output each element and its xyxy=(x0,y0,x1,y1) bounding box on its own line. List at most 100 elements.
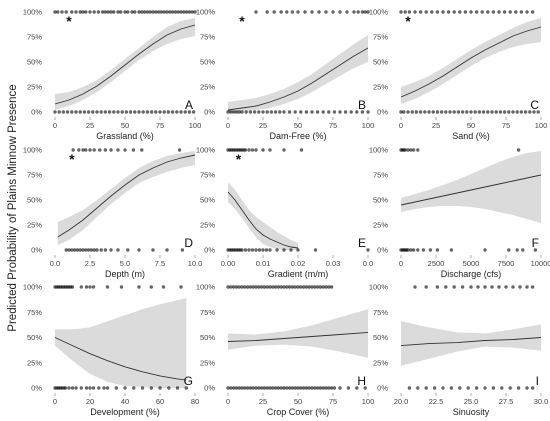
absence-point xyxy=(245,386,250,390)
absence-point xyxy=(63,386,68,390)
presence-point xyxy=(81,148,85,152)
presence-point xyxy=(413,10,417,14)
presence-point xyxy=(296,285,300,289)
presence-point xyxy=(123,10,127,14)
presence-point xyxy=(257,285,261,289)
absence-point xyxy=(515,248,519,252)
presence-point xyxy=(179,10,183,14)
presence-point xyxy=(131,148,136,152)
presence-point xyxy=(177,148,182,152)
absence-point xyxy=(141,110,145,114)
absence-point xyxy=(409,248,413,252)
absence-point xyxy=(406,248,410,252)
presence-point xyxy=(254,148,258,152)
absence-point xyxy=(507,110,511,114)
x-axis-label: Depth (m) xyxy=(105,269,145,279)
presence-point xyxy=(133,10,137,14)
presence-point xyxy=(279,285,283,289)
absence-point xyxy=(338,110,342,114)
presence-point xyxy=(176,10,180,14)
x-tick-label: 100 xyxy=(189,121,202,130)
panel-e: 0% 25% 50% 75% 100% 0.00 0.01 0.02 0.03 0.0 Gradie… xyxy=(196,146,373,279)
absence-point xyxy=(72,248,77,252)
absence-point xyxy=(324,386,328,390)
presence-point xyxy=(469,10,473,14)
presence-point xyxy=(324,10,328,14)
presence-point xyxy=(179,285,183,289)
presence-point xyxy=(265,10,269,14)
presence-point xyxy=(299,148,304,152)
absence-point xyxy=(231,110,236,114)
fitted-line xyxy=(227,191,299,249)
presence-point xyxy=(64,10,68,14)
absence-point xyxy=(78,248,82,252)
x-tick-label: 10000 xyxy=(531,259,550,268)
absence-point xyxy=(435,110,440,114)
absence-point xyxy=(229,386,233,390)
presence-point xyxy=(460,285,465,289)
absence-point xyxy=(158,386,162,390)
absence-point xyxy=(74,386,78,390)
presence-point xyxy=(103,10,108,14)
absence-point xyxy=(424,386,428,390)
absence-point xyxy=(530,386,535,390)
absence-point xyxy=(70,248,74,252)
absence-point xyxy=(84,386,89,390)
presence-point xyxy=(304,285,309,289)
absence-point xyxy=(158,110,162,114)
absence-point xyxy=(114,386,119,390)
presence-point xyxy=(92,10,96,14)
presence-point xyxy=(251,285,255,289)
absence-point xyxy=(282,110,286,114)
presence-point xyxy=(243,148,248,152)
absence-point xyxy=(432,386,437,390)
x-tick-label: 75 xyxy=(329,121,337,130)
presence-point xyxy=(352,10,356,14)
presence-point xyxy=(119,285,124,289)
absence-point xyxy=(67,248,71,252)
fitted-line xyxy=(400,337,542,347)
presence-point xyxy=(56,10,60,14)
panel-letter: D xyxy=(184,236,193,250)
presence-point xyxy=(530,10,535,14)
absence-point xyxy=(427,110,431,114)
presence-point xyxy=(84,10,88,14)
absence-point xyxy=(107,110,112,114)
presence-point xyxy=(452,285,456,289)
presence-point xyxy=(170,10,175,14)
x-axis-label: Crop Cover (%) xyxy=(267,407,330,417)
y-tick-label: 100% xyxy=(369,8,389,17)
presence-point xyxy=(525,285,529,289)
y-tick-label: 50% xyxy=(200,58,215,67)
absence-point xyxy=(511,110,515,114)
y-tick-label: 0% xyxy=(204,384,215,393)
presence-point xyxy=(168,10,172,14)
presence-point xyxy=(486,10,490,14)
presence-point xyxy=(248,285,253,289)
absence-point xyxy=(533,248,538,252)
absence-point xyxy=(240,248,244,252)
absence-point xyxy=(103,248,108,252)
absence-point xyxy=(162,110,166,114)
x-tick-label: 5.0 xyxy=(120,259,130,268)
presence-point xyxy=(296,10,300,14)
y-axis-label: Predicted Probability of Plains Minnow P… xyxy=(7,84,19,331)
absence-point xyxy=(229,110,233,114)
presence-point xyxy=(77,148,81,152)
presence-point xyxy=(268,285,272,289)
x-tick-label: 0.02 xyxy=(291,259,306,268)
panel-g: 0% 25% 50% 75% 100% 0 20 40 60 80 Development (%) G xyxy=(23,283,199,417)
y-tick-label: 75% xyxy=(200,308,215,317)
x-tick-label: 30.0 xyxy=(534,397,549,406)
y-tick-label: 50% xyxy=(373,196,388,205)
confidence-band xyxy=(401,151,541,223)
presence-point xyxy=(173,10,178,14)
fitted-line xyxy=(54,337,187,381)
absence-point xyxy=(332,386,337,390)
absence-point xyxy=(299,110,303,114)
presence-point xyxy=(182,10,186,14)
presence-point xyxy=(416,148,420,152)
presence-point xyxy=(261,148,265,152)
absence-point xyxy=(259,386,264,390)
presence-point xyxy=(317,10,321,14)
